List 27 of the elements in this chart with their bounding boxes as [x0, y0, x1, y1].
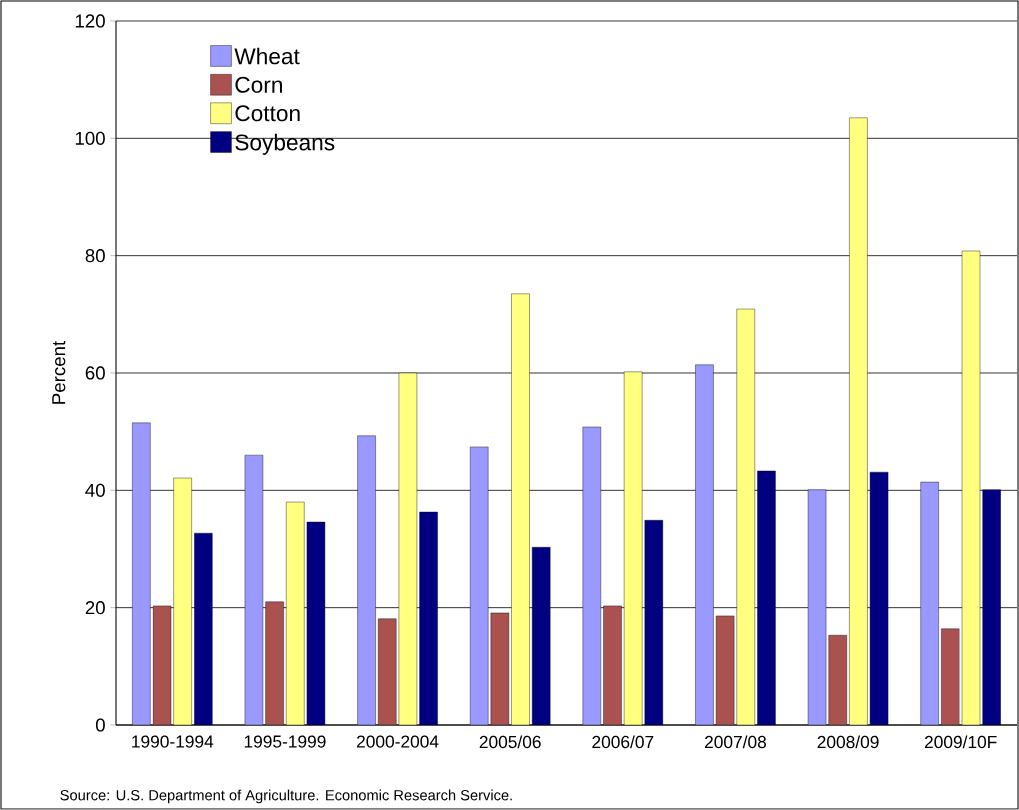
bar — [623, 371, 643, 725]
bar — [511, 293, 530, 725]
legend-label: Cotton — [235, 105, 300, 122]
y-axis-title: Percent — [52, 340, 66, 404]
legend-label: Wheat — [234, 47, 300, 65]
y-tick-label: 80 — [85, 249, 105, 263]
y-tick-label: 60 — [85, 366, 105, 380]
source-note: Source: U.S. Department of Agriculture. Economic Research Service. — [60, 789, 512, 804]
x-tick-label: 2005/06 — [479, 735, 541, 749]
bar — [286, 501, 305, 725]
x-tick-label: 2009/10F — [924, 735, 997, 749]
x-tick-label: 2007/08 — [704, 735, 767, 749]
y-tick-label: 100 — [75, 131, 105, 145]
bar — [173, 477, 192, 725]
x-tick-label: 2006/07 — [592, 735, 654, 749]
y-tick-label: 0 — [95, 718, 105, 732]
legend-label: Corn — [235, 76, 282, 93]
x-tick-label: 2000-2004 — [357, 735, 439, 748]
y-tick-label: 40 — [85, 483, 105, 497]
legend-label: Soybeans — [235, 133, 335, 155]
x-tick-label: 1995-1999 — [244, 735, 326, 748]
y-tick-label: 20 — [85, 601, 105, 615]
y-tick-label: 120 — [75, 14, 105, 28]
x-tick-label: 1990-1994 — [132, 735, 214, 748]
x-tick-label: 2008/09 — [817, 735, 879, 749]
bar — [736, 308, 755, 725]
bar — [849, 117, 868, 725]
